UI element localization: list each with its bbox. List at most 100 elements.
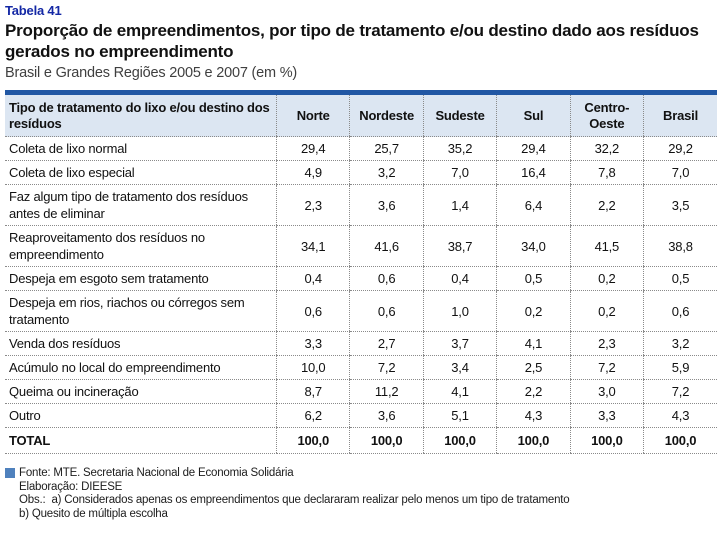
cell-value: 3,3 bbox=[276, 331, 350, 356]
cell-value: 3,0 bbox=[569, 379, 644, 404]
cell-value: 29,4 bbox=[276, 136, 350, 161]
cell-value: 0,6 bbox=[643, 290, 717, 332]
cell-value: 2,3 bbox=[569, 331, 644, 356]
cell-value: 2,7 bbox=[349, 331, 424, 356]
row-label: Despeja em esgoto sem tratamento bbox=[5, 266, 277, 291]
cell-value: 0,2 bbox=[569, 266, 644, 291]
cell-value: 7,2 bbox=[569, 355, 644, 380]
cell-value: 6,4 bbox=[496, 184, 571, 226]
cell-value: 7,8 bbox=[569, 160, 644, 185]
row-label: Reaproveitamento dos resíduos no empreen… bbox=[5, 225, 277, 267]
cell-value: 4,3 bbox=[643, 403, 717, 428]
table-row: Coleta de lixo normal 29,4 25,7 35,2 29,4 32,… bbox=[5, 136, 717, 161]
row-label: Acúmulo no local do empreendimento bbox=[5, 355, 277, 380]
row-label: Coleta de lixo especial bbox=[5, 160, 277, 185]
row-label: Queima ou incineração bbox=[5, 379, 277, 404]
cell-value: 100,0 bbox=[496, 427, 571, 454]
data-table: Tipo de tratamento do lixo e/ou destino … bbox=[5, 90, 717, 454]
cell-value: 3,5 bbox=[643, 184, 717, 226]
row-label: Despeja em rios, riachos ou córregos sem… bbox=[5, 290, 277, 332]
footer: Fonte: MTE. Secretaria Nacional de Econo… bbox=[5, 467, 715, 521]
cell-value: 100,0 bbox=[349, 427, 424, 454]
cell-value: 7,0 bbox=[643, 160, 717, 185]
cell-value: 38,8 bbox=[643, 225, 717, 267]
cell-value: 3,2 bbox=[643, 331, 717, 356]
row-label: Coleta de lixo normal bbox=[5, 136, 277, 161]
cell-value: 0,6 bbox=[349, 290, 424, 332]
table-row: Venda dos resíduos 3,3 2,7 3,7 4,1 2,3 3,2 bbox=[5, 331, 717, 356]
cell-value: 1,0 bbox=[422, 290, 497, 332]
column-header-region: Norte bbox=[276, 92, 350, 137]
cell-value: 25,7 bbox=[349, 136, 424, 161]
cell-value: 100,0 bbox=[569, 427, 644, 454]
cell-value: 0,5 bbox=[496, 266, 571, 291]
cell-value: 8,7 bbox=[276, 379, 350, 404]
table-body: Coleta de lixo normal 29,4 25,7 35,2 29,4 32,… bbox=[5, 136, 717, 454]
row-label: Faz algum tipo de tratamento dos resíduo… bbox=[5, 184, 277, 226]
cell-value: 4,1 bbox=[496, 331, 571, 356]
cell-value: 3,4 bbox=[422, 355, 497, 380]
cell-value: 2,2 bbox=[569, 184, 644, 226]
cell-value: 0,5 bbox=[643, 266, 717, 291]
cell-value: 0,2 bbox=[496, 290, 571, 332]
cell-value: 7,2 bbox=[643, 379, 717, 404]
elaboracao-line: Elaboração: DIEESE bbox=[19, 480, 123, 493]
page-subtitle: Brasil e Grandes Regiões 2005 e 2007 (em… bbox=[5, 65, 298, 81]
row-label: TOTAL bbox=[5, 427, 277, 454]
cell-value: 16,4 bbox=[496, 160, 571, 185]
fonte-square-icon bbox=[5, 468, 15, 478]
cell-value: 2,5 bbox=[496, 355, 571, 380]
cell-value: 34,0 bbox=[496, 225, 571, 267]
table-row: Reaproveitamento dos resíduos no empreen… bbox=[5, 225, 717, 267]
column-header-label: Tipo de tratamento do lixo e/ou destino … bbox=[5, 92, 277, 137]
cell-value: 100,0 bbox=[422, 427, 497, 454]
row-label: Venda dos resíduos bbox=[5, 331, 277, 356]
cell-value: 4,9 bbox=[276, 160, 350, 185]
table-label: Tabela 41 bbox=[5, 3, 62, 18]
column-header-region: Sul bbox=[496, 92, 571, 137]
cell-value: 7,2 bbox=[349, 355, 424, 380]
cell-value: 4,3 bbox=[496, 403, 571, 428]
cell-value: 41,5 bbox=[569, 225, 644, 267]
column-header-region: Sudeste bbox=[422, 92, 497, 137]
cell-value: 6,2 bbox=[276, 403, 350, 428]
table-row: Acúmulo no local do empreendimento 10,0 7,… bbox=[5, 355, 717, 380]
cell-value: 2,2 bbox=[496, 379, 571, 404]
table-row: Despeja em esgoto sem tratamento 0,4 0,6 0,… bbox=[5, 266, 717, 291]
table-row: TOTAL 100,0 100,0 100,0 100,0 100,0 100,0 bbox=[5, 427, 717, 454]
cell-value: 3,6 bbox=[349, 403, 424, 428]
cell-value: 100,0 bbox=[643, 427, 717, 454]
cell-value: 10,0 bbox=[276, 355, 350, 380]
cell-value: 3,3 bbox=[569, 403, 644, 428]
cell-value: 0,4 bbox=[422, 266, 497, 291]
column-header-region: Nordeste bbox=[349, 92, 424, 137]
cell-value: 29,2 bbox=[643, 136, 717, 161]
cell-value: 11,2 bbox=[349, 379, 424, 404]
cell-value: 3,7 bbox=[422, 331, 497, 356]
cell-value: 5,9 bbox=[643, 355, 717, 380]
cell-value: 35,2 bbox=[422, 136, 497, 161]
cell-value: 0,4 bbox=[276, 266, 350, 291]
table-row: Faz algum tipo de tratamento dos resíduo… bbox=[5, 184, 717, 226]
table-row: Queima ou incineração 8,7 11,2 4,1 2,2 3,0 7,2 bbox=[5, 379, 717, 404]
obs-label: Obs.: bbox=[19, 494, 46, 506]
cell-value: 0,6 bbox=[276, 290, 350, 332]
page-title: Proporção de empreendimentos, por tipo d… bbox=[5, 21, 699, 61]
obs-b: b) Quesito de múltipla escolha bbox=[19, 507, 168, 520]
cell-value: 100,0 bbox=[276, 427, 350, 454]
fonte-line: Fonte: MTE. Secretaria Nacional de Econo… bbox=[5, 467, 715, 481]
cell-value: 1,4 bbox=[422, 184, 497, 226]
table-header-row: Tipo de tratamento do lixo e/ou destino … bbox=[5, 92, 717, 137]
row-label: Outro bbox=[5, 403, 277, 428]
fonte-text: Fonte: MTE. Secretaria Nacional de Econo… bbox=[19, 467, 294, 479]
cell-value: 34,1 bbox=[276, 225, 350, 267]
cell-value: 2,3 bbox=[276, 184, 350, 226]
obs-line: Obs.: a) Considerados apenas os empreend… bbox=[19, 494, 715, 508]
cell-value: 29,4 bbox=[496, 136, 571, 161]
column-header-region: Brasil bbox=[643, 92, 717, 137]
cell-value: 5,1 bbox=[422, 403, 497, 428]
cell-value: 32,2 bbox=[569, 136, 644, 161]
cell-value: 4,1 bbox=[422, 379, 497, 404]
cell-value: 3,2 bbox=[349, 160, 424, 185]
cell-value: 0,2 bbox=[569, 290, 644, 332]
